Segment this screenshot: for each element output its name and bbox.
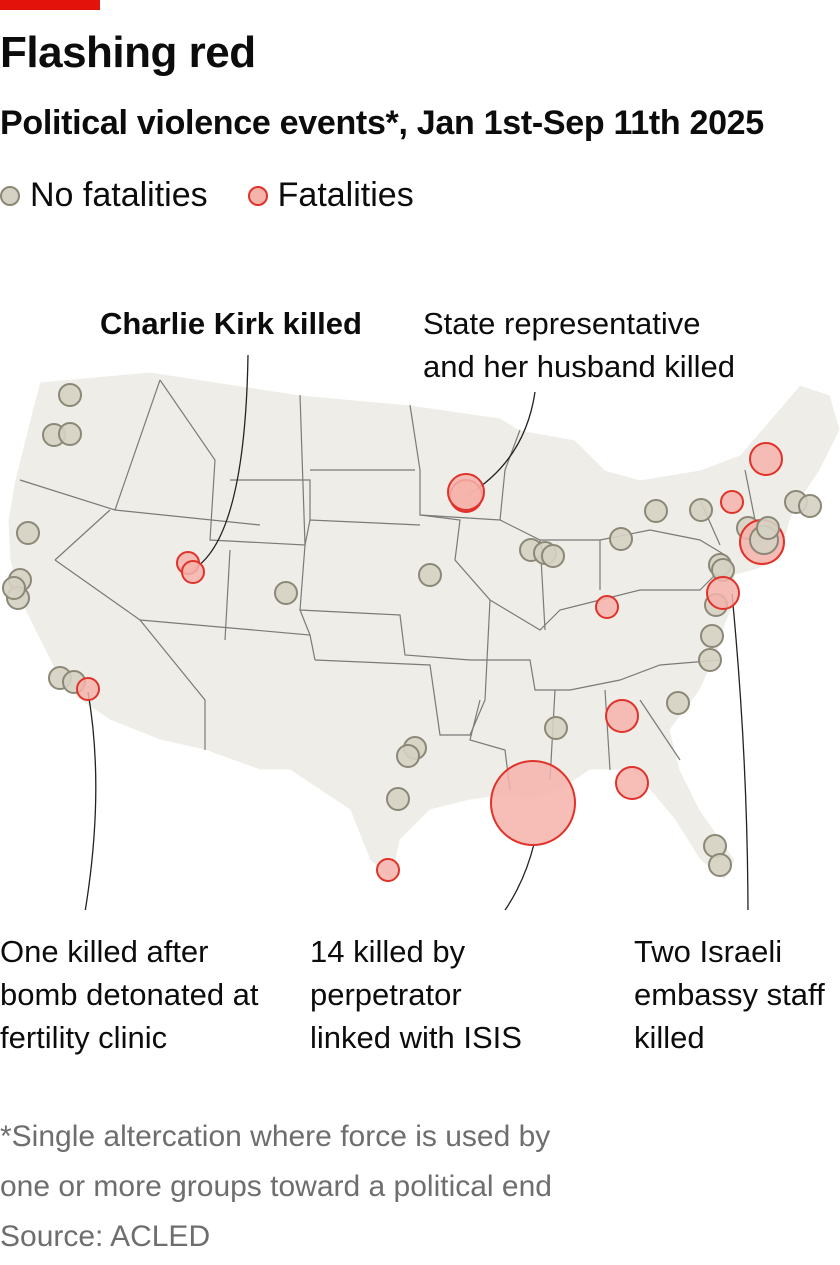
fatal-event-marker <box>376 858 400 882</box>
nonfatal-event-marker <box>609 527 633 551</box>
nonfatal-event-marker <box>544 716 568 740</box>
annotation-isis: 14 killed by perpetrator linked with ISI… <box>310 934 522 1055</box>
fatal-event-marker <box>706 576 740 610</box>
no-fatalities-marker-icon <box>0 185 20 206</box>
leader-fertility-clinic <box>84 691 97 910</box>
fatal-event-marker <box>720 490 744 514</box>
fatal-event-marker <box>749 442 783 476</box>
fatalities-marker-icon <box>247 185 268 206</box>
state-borders <box>19 379 756 791</box>
fatal-event-marker <box>595 595 619 619</box>
legend-no-fatalities-label: No fatalities <box>30 176 208 214</box>
chart-title: Flashing red <box>0 28 256 77</box>
fatal-event-marker <box>76 677 100 701</box>
annotation-charlie-kirk: Charlie Kirk killed <box>100 306 362 341</box>
annotation-state-representative: State representative and her husband kil… <box>423 306 735 384</box>
nonfatal-event-marker <box>386 787 410 811</box>
legend-fatalities-label: Fatalities <box>277 176 414 214</box>
nonfatal-event-marker <box>666 691 690 715</box>
nonfatal-event-marker <box>274 581 298 605</box>
nonfatal-event-marker <box>644 499 668 523</box>
fatal-event-marker <box>181 560 205 584</box>
legend-fatalities: Fatalities <box>247 176 414 215</box>
fatal-event-marker <box>447 473 485 511</box>
footnote: *Single altercation where force is used … <box>0 1120 552 1253</box>
leader-isis <box>504 843 535 910</box>
chart-subtitle: Political violence events*, Jan 1st-Sep … <box>0 104 764 142</box>
event-markers <box>2 383 822 882</box>
legend: No fatalities Fatalities <box>0 176 454 215</box>
leader-charlie-kirk <box>191 354 249 571</box>
nonfatal-event-marker <box>16 521 40 545</box>
nonfatal-event-marker <box>58 383 82 407</box>
fatal-event-marker <box>615 766 649 800</box>
nonfatal-event-marker <box>541 544 565 568</box>
nonfatal-event-marker <box>756 516 780 540</box>
nonfatal-event-marker <box>708 853 732 877</box>
leader-israeli-embassy <box>731 593 749 910</box>
nonfatal-event-marker <box>689 498 713 522</box>
nonfatal-event-marker <box>2 576 26 600</box>
nonfatal-event-marker <box>698 648 722 672</box>
fatal-event-marker <box>605 699 639 733</box>
nonfatal-event-marker <box>798 494 822 518</box>
nonfatal-event-marker <box>58 422 82 446</box>
nonfatal-event-marker <box>700 624 724 648</box>
annotation-israeli-embassy: Two Israeli embassy staff killed <box>634 934 825 1055</box>
accent-bar <box>0 0 100 10</box>
nonfatal-event-marker <box>418 563 442 587</box>
annotation-fertility-clinic: One killed after bomb detonated at ferti… <box>0 934 259 1055</box>
us-map <box>2 354 840 910</box>
fatal-event-marker <box>490 760 576 846</box>
nonfatal-event-marker <box>396 744 420 768</box>
legend-no-fatalities: No fatalities <box>0 176 208 215</box>
